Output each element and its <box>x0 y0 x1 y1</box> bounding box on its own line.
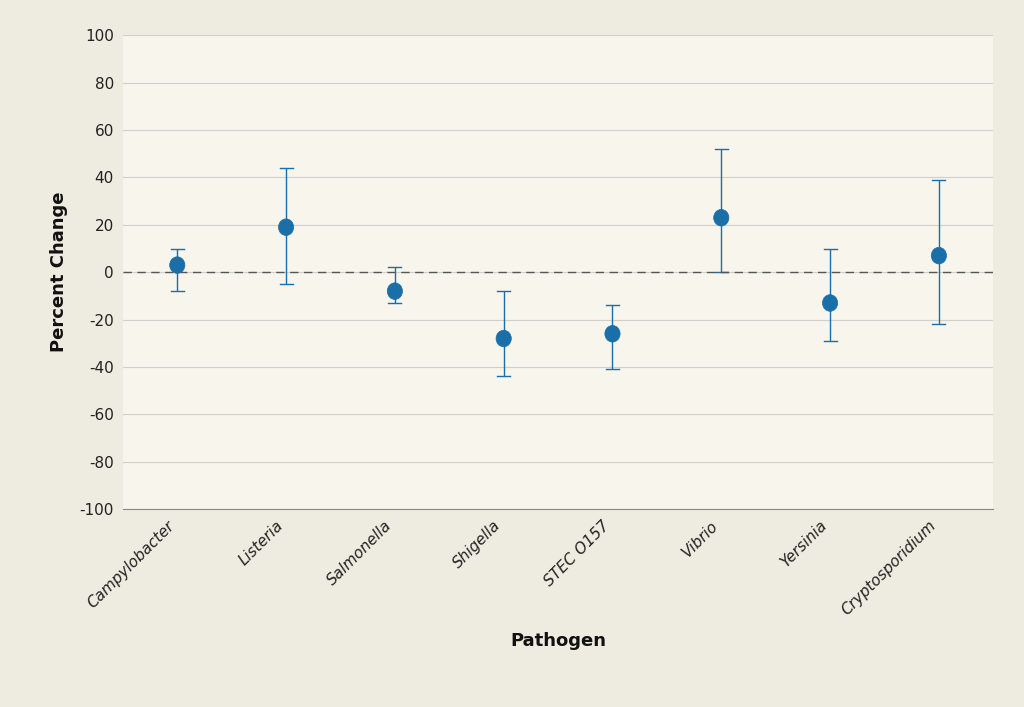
Ellipse shape <box>387 283 402 300</box>
Y-axis label: Percent Change: Percent Change <box>50 192 69 353</box>
Ellipse shape <box>496 330 511 347</box>
Ellipse shape <box>605 325 621 342</box>
Ellipse shape <box>931 247 946 264</box>
Ellipse shape <box>279 219 294 235</box>
Ellipse shape <box>170 257 185 274</box>
Ellipse shape <box>822 295 838 311</box>
Ellipse shape <box>714 209 729 226</box>
X-axis label: Pathogen: Pathogen <box>510 632 606 650</box>
